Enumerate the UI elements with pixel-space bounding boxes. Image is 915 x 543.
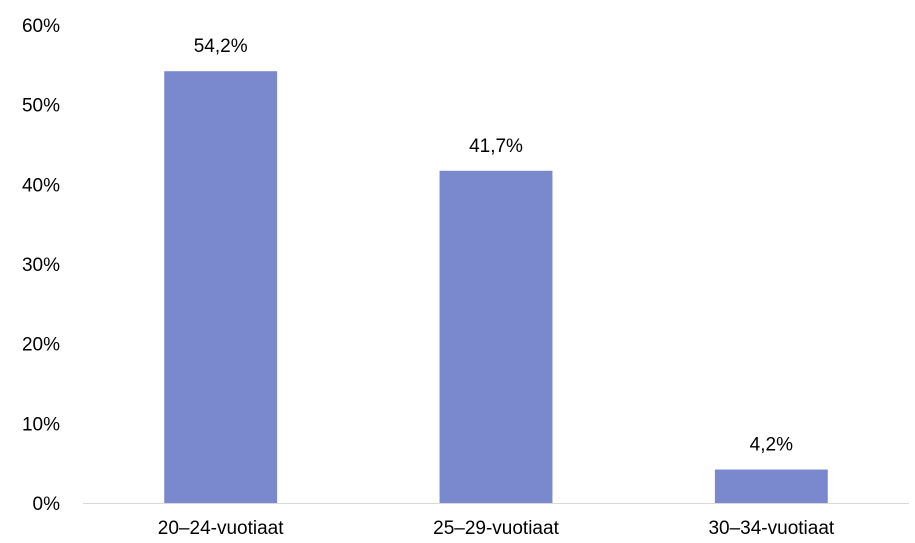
category-labels: 20–24-vuotiaat 25–29-vuotiaat 30–34-vuotia… <box>158 518 835 539</box>
data-label: 54,2% <box>194 36 248 57</box>
y-tick-label: 40% <box>22 175 60 196</box>
y-tick-label: 60% <box>22 16 60 37</box>
data-label: 41,7% <box>469 136 523 157</box>
bar <box>439 170 553 504</box>
data-labels: 54,2% 41,7% 4,2% <box>194 36 793 455</box>
y-tick-label: 30% <box>22 255 60 276</box>
category-label: 25–29-vuotiaat <box>433 518 559 539</box>
bar <box>714 469 828 503</box>
y-tick-label: 50% <box>22 96 60 117</box>
y-tick-label: 0% <box>33 494 61 515</box>
y-tick-label: 20% <box>22 335 60 356</box>
y-axis-tick-labels: 0% 10% 20% 30% 40% 50% 60% <box>22 16 60 515</box>
y-tick-label: 10% <box>22 414 60 435</box>
bar <box>164 71 278 503</box>
category-label: 30–34-vuotiaat <box>708 518 834 539</box>
data-label: 4,2% <box>750 435 793 456</box>
bars <box>164 71 828 504</box>
category-label: 20–24-vuotiaat <box>158 518 284 539</box>
